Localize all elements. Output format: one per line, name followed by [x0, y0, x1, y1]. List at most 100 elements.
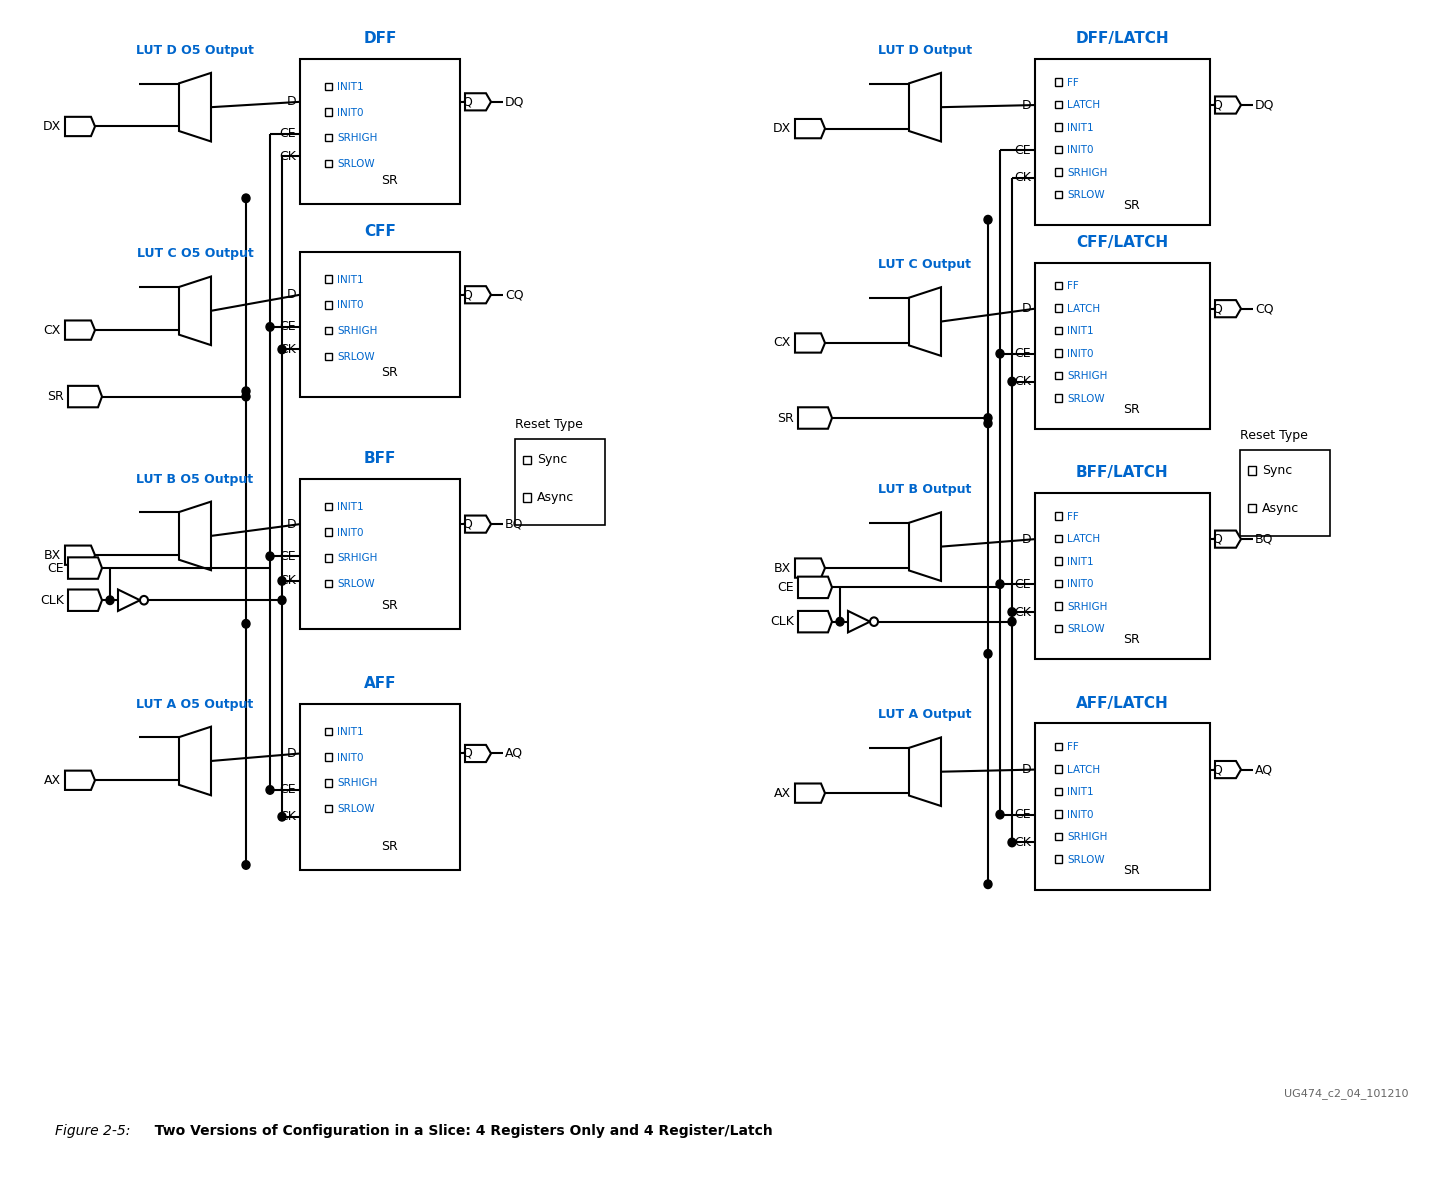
Text: INIT0: INIT0: [1067, 579, 1093, 590]
Text: LUT B Output: LUT B Output: [879, 483, 972, 496]
Text: SRLOW: SRLOW: [1067, 855, 1105, 864]
Bar: [1055, 169, 1062, 176]
Text: SR: SR: [382, 173, 399, 186]
Bar: [1035, 263, 1210, 429]
Text: DQ: DQ: [504, 95, 524, 108]
Text: BX: BX: [44, 548, 61, 561]
Circle shape: [140, 595, 149, 605]
Bar: [1055, 304, 1062, 312]
Bar: [324, 528, 332, 536]
Text: BFF/LATCH: BFF/LATCH: [1076, 466, 1169, 480]
Text: DFF: DFF: [363, 31, 397, 46]
Bar: [1055, 513, 1062, 520]
Text: SRHIGH: SRHIGH: [1067, 371, 1107, 381]
Circle shape: [242, 393, 250, 401]
Text: D: D: [1022, 302, 1030, 315]
Text: SRHIGH: SRHIGH: [337, 553, 377, 564]
Text: INIT1: INIT1: [1067, 327, 1093, 336]
Bar: [300, 252, 460, 396]
Polygon shape: [909, 737, 942, 806]
Text: LUT B O5 Output: LUT B O5 Output: [136, 473, 253, 486]
Text: Q: Q: [1212, 533, 1222, 546]
Text: Q: Q: [462, 747, 472, 760]
Text: D: D: [286, 747, 296, 760]
Text: CX: CX: [44, 323, 61, 337]
Text: FF: FF: [1067, 742, 1079, 752]
Text: SRHIGH: SRHIGH: [1067, 167, 1107, 178]
Polygon shape: [69, 558, 101, 579]
Bar: [514, 440, 604, 525]
Bar: [1035, 493, 1210, 659]
Polygon shape: [179, 501, 211, 571]
Bar: [324, 502, 332, 511]
Bar: [324, 159, 332, 167]
Text: AQ: AQ: [1255, 763, 1273, 776]
Polygon shape: [64, 546, 94, 565]
Text: INIT1: INIT1: [1067, 788, 1093, 797]
Text: Q: Q: [462, 95, 472, 108]
Text: INIT0: INIT0: [337, 752, 363, 763]
Text: D: D: [286, 95, 296, 108]
Text: CK: CK: [279, 810, 296, 823]
Text: SR: SR: [1123, 864, 1140, 877]
Text: LUT D O5 Output: LUT D O5 Output: [136, 44, 254, 57]
Bar: [1035, 59, 1210, 225]
Text: BX: BX: [773, 561, 792, 574]
Text: LUT A Output: LUT A Output: [879, 709, 972, 722]
Polygon shape: [64, 117, 94, 136]
Text: INIT1: INIT1: [337, 81, 363, 92]
Text: D: D: [286, 288, 296, 302]
Text: CE: CE: [280, 127, 296, 140]
Bar: [324, 276, 332, 283]
Bar: [300, 59, 460, 204]
Text: CK: CK: [1015, 375, 1030, 388]
Circle shape: [279, 812, 286, 821]
Text: CX: CX: [773, 336, 792, 349]
Text: SR: SR: [1123, 199, 1140, 212]
Polygon shape: [1215, 97, 1240, 113]
Bar: [1055, 535, 1062, 542]
Circle shape: [1007, 607, 1016, 617]
Bar: [1055, 349, 1062, 357]
Text: AQ: AQ: [504, 747, 523, 760]
Text: DX: DX: [773, 123, 792, 136]
Text: FF: FF: [1067, 281, 1079, 291]
Text: LATCH: LATCH: [1067, 534, 1100, 545]
Text: CK: CK: [279, 150, 296, 163]
Polygon shape: [64, 321, 94, 340]
Circle shape: [279, 595, 286, 605]
Bar: [1055, 625, 1062, 632]
Circle shape: [279, 345, 286, 354]
Text: SRHIGH: SRHIGH: [337, 778, 377, 789]
Polygon shape: [795, 119, 825, 138]
Text: INIT1: INIT1: [337, 727, 363, 737]
Text: Q: Q: [1212, 302, 1222, 315]
Text: SRLOW: SRLOW: [1067, 190, 1105, 200]
Polygon shape: [797, 577, 832, 598]
Bar: [324, 779, 332, 786]
Bar: [324, 727, 332, 736]
Circle shape: [985, 650, 992, 658]
Bar: [324, 805, 332, 812]
Text: LUT C Output: LUT C Output: [879, 258, 972, 271]
Circle shape: [242, 861, 250, 869]
Polygon shape: [464, 515, 492, 533]
Text: CK: CK: [1015, 836, 1030, 849]
Bar: [1055, 191, 1062, 198]
Text: LUT C O5 Output: LUT C O5 Output: [137, 248, 253, 261]
Text: Async: Async: [537, 490, 574, 503]
Bar: [1248, 466, 1256, 475]
Text: CFF/LATCH: CFF/LATCH: [1076, 235, 1167, 250]
Bar: [324, 353, 332, 360]
Text: CLK: CLK: [770, 615, 795, 628]
Text: SR: SR: [1123, 403, 1140, 416]
Polygon shape: [464, 286, 492, 303]
Bar: [1248, 503, 1256, 513]
Text: CQ: CQ: [1255, 302, 1273, 315]
Text: CK: CK: [1015, 171, 1030, 184]
Text: SRLOW: SRLOW: [1067, 394, 1105, 403]
Circle shape: [985, 216, 992, 224]
Bar: [1055, 100, 1062, 108]
Text: Async: Async: [1262, 501, 1299, 514]
Text: INIT0: INIT0: [337, 528, 363, 538]
